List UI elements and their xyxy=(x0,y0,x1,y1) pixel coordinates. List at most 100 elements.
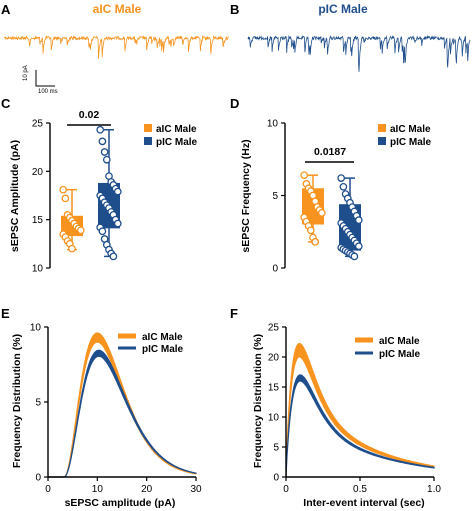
panel-label-e: E xyxy=(1,306,10,321)
y-tick-label: 5 xyxy=(273,443,279,454)
y-axis-label-d: sEPSC Frequency (Hz) xyxy=(240,139,252,252)
x-tick-label: 30 xyxy=(190,484,202,495)
x-tick-label: 0 xyxy=(283,484,289,495)
legend-label-pic-f: pIC Male xyxy=(379,349,421,360)
y-tick-label: 0 xyxy=(272,264,278,275)
y-tick-label: 25 xyxy=(32,119,44,130)
scale-bar-x-label: 100 ms xyxy=(38,89,58,95)
legend-c: aIC Male pIC Male xyxy=(144,124,198,148)
axes-e: 0 5 10 0 10 20 30 xyxy=(30,323,202,496)
panel-c: C sEPSC Amplitude (pA) 10 15 20 25 0.02 aIC… xyxy=(1,96,198,275)
y-tick-label: 10 xyxy=(30,323,42,334)
legend-swatch-pic-d xyxy=(378,137,386,145)
significance-value-c: 0.02 xyxy=(79,109,100,121)
trace-title-a: aIC Male xyxy=(93,2,142,16)
x-tick-label: 10 xyxy=(92,484,104,495)
y-tick-label: 5 xyxy=(272,191,278,202)
data-point xyxy=(339,182,348,191)
legend-f: aIC Male pIC Male xyxy=(355,336,421,360)
legend-label-aic-d: aIC Male xyxy=(390,124,431,135)
data-point xyxy=(98,137,107,146)
panel-f: F Frequency Distribution (%) Inter-event… xyxy=(230,306,441,509)
y-tick-label: 20 xyxy=(268,353,280,364)
panel-b: B pIC Male xyxy=(230,2,471,72)
scale-bar-y-label: 10 pA xyxy=(23,65,29,81)
curves-f xyxy=(285,343,435,478)
y-axis-label-f: Frequency Distribution (%) xyxy=(252,334,264,468)
panel-label-d: D xyxy=(230,96,239,111)
data-point xyxy=(317,209,326,217)
scale-bar: 10 pA 100 ms xyxy=(23,65,58,95)
y-tick-label: 10 xyxy=(267,119,279,130)
y-tick-label: 25 xyxy=(268,323,280,334)
box-pic xyxy=(337,174,363,261)
data-point xyxy=(76,226,85,235)
x-axis-label-f: Inter-event interval (sec) xyxy=(303,497,424,509)
data-point xyxy=(350,252,359,261)
y-tick-label: 10 xyxy=(32,264,44,275)
data-point xyxy=(96,125,105,134)
distribution-band-aic xyxy=(285,343,435,478)
x-tick-label: 0 xyxy=(45,484,51,495)
legend-label-aic-e: aIC Male xyxy=(142,332,183,343)
legend-d: aIC Male pIC Male xyxy=(378,124,432,148)
y-axis-label-e: Frequency Distribution (%) xyxy=(11,334,23,468)
panel-e: E Frequency Distribution (%) sEPSC ampli… xyxy=(1,306,202,509)
boxes-c xyxy=(59,125,122,261)
x-tick-label: 0.5 xyxy=(353,484,367,495)
legend-e: aIC Male pIC Male xyxy=(118,332,184,355)
legend-swatch-aic-c xyxy=(144,124,152,132)
panel-a: A aIC Male 10 pA 100 ms xyxy=(1,2,229,95)
data-point xyxy=(59,185,68,194)
panel-label-f: F xyxy=(230,306,238,321)
y-tick-label: 5 xyxy=(35,398,41,409)
legend-swatch-pic-c xyxy=(144,137,152,145)
axes-c: 10 15 20 25 xyxy=(32,119,51,275)
data-point xyxy=(102,155,111,164)
panel-d: D sEPSC Frequency (Hz) 0 5 10 0.0187 aIC M… xyxy=(230,96,432,275)
legend-label-aic-c: aIC Male xyxy=(156,124,197,135)
distribution-band-pic xyxy=(285,374,435,478)
y-tick-label: 0 xyxy=(35,473,41,484)
data-point xyxy=(354,242,363,251)
panel-label-c: C xyxy=(1,96,11,111)
y-tick-label: 0 xyxy=(273,473,279,484)
trace-a xyxy=(4,34,229,59)
axes-d: 0 5 10 xyxy=(267,119,286,275)
legend-label-pic-e: pIC Male xyxy=(142,344,184,355)
data-point xyxy=(306,226,315,235)
distribution-band-pic xyxy=(48,349,197,478)
panel-label-b: B xyxy=(230,2,239,17)
x-tick-label: 1.0 xyxy=(427,484,441,495)
y-tick-label: 15 xyxy=(32,215,44,226)
legend-label-pic-d: pIC Male xyxy=(390,137,432,148)
legend-swatch-aic-d xyxy=(378,124,386,132)
data-point xyxy=(311,238,320,246)
trace-b xyxy=(247,34,471,72)
data-point xyxy=(354,216,363,224)
legend-label-aic-f: aIC Male xyxy=(379,336,420,347)
data-point xyxy=(113,219,122,228)
box-pic xyxy=(96,125,122,261)
data-point xyxy=(98,227,107,236)
curves-e xyxy=(48,332,197,478)
axes-f: 0 5 10 15 20 25 0 0.5 1.0 xyxy=(268,323,442,496)
legend-label-pic-c: pIC Male xyxy=(156,137,198,148)
data-point xyxy=(109,252,118,261)
x-tick-label: 20 xyxy=(141,484,153,495)
data-point xyxy=(68,244,76,253)
boxes-d xyxy=(300,171,363,261)
y-tick-label: 10 xyxy=(268,413,280,424)
x-axis-label-e: sEPSC amplitude (pA) xyxy=(65,497,176,509)
data-point xyxy=(100,148,109,156)
trace-title-b: pIC Male xyxy=(318,2,368,16)
box-aic xyxy=(300,171,326,246)
data-point xyxy=(337,174,346,182)
data-point xyxy=(61,194,70,203)
data-point xyxy=(300,171,309,180)
data-point xyxy=(113,187,122,196)
y-tick-label: 20 xyxy=(32,167,44,178)
panel-label-a: A xyxy=(1,2,11,17)
y-axis-label-c: sEPSC Amplitude (pA) xyxy=(9,140,21,252)
